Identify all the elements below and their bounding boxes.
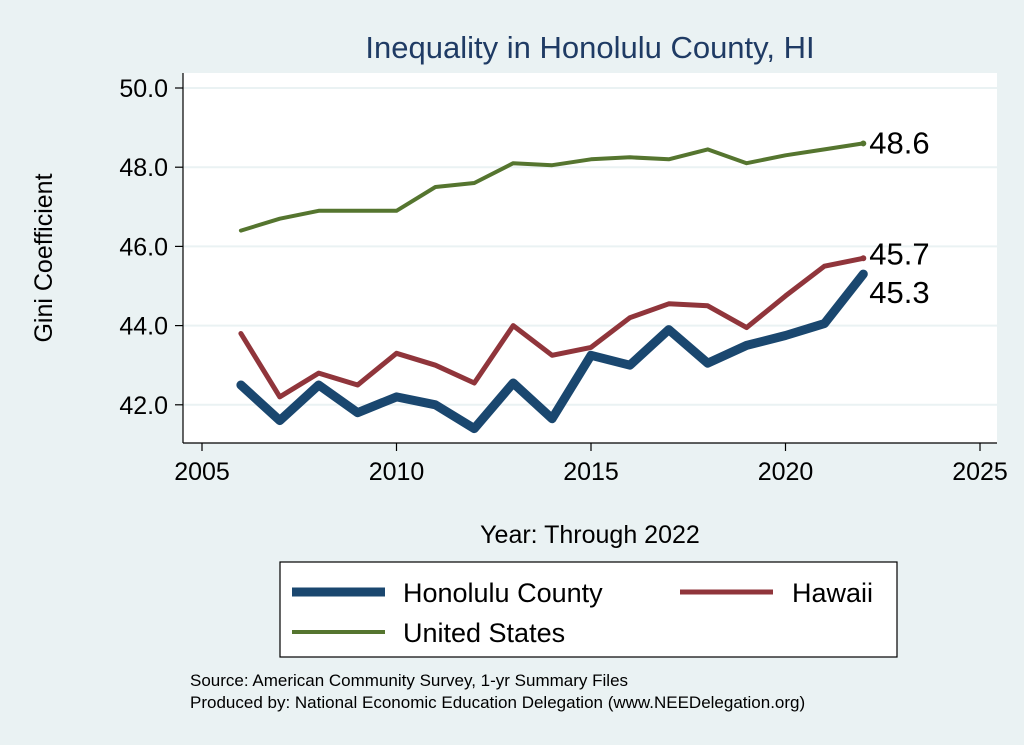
x-tick-label: 2015: [563, 458, 619, 486]
chart-title: Inequality in Honolulu County, HI: [365, 30, 814, 65]
series-line-hawaii: [238, 255, 866, 400]
end-value-label: 45.7: [869, 236, 929, 271]
y-tick-label: 50.0: [119, 75, 168, 103]
series-lines: [236, 140, 868, 434]
series-line-honolulu-county: [236, 269, 868, 434]
end-labels: 45.3 45.7 48.6: [869, 125, 929, 310]
y-tick-label: 44.0: [119, 313, 168, 341]
x-tick-label: 2025: [952, 458, 1008, 486]
legend-label: United States: [403, 618, 565, 648]
end-value-label: 45.3: [869, 275, 929, 310]
legend-label: Hawaii: [792, 578, 873, 608]
x-axis-ticks: 2005 2010 2015 2020 2025: [174, 443, 1008, 486]
x-tick-label: 2005: [174, 458, 230, 486]
legend-box: [279, 561, 898, 658]
x-tick-label: 2010: [369, 458, 425, 486]
producer-note: Produced by: National Economic Education…: [190, 693, 805, 712]
series-end-point: [860, 140, 867, 147]
legend-label: Honolulu County: [403, 578, 603, 608]
series-end-point: [860, 255, 867, 262]
series-line-united-states: [238, 141, 866, 233]
y-axis-label: Gini Coefficient: [30, 173, 58, 342]
source-note: Source: American Community Survey, 1-yr …: [190, 671, 628, 690]
y-tick-label: 48.0: [119, 154, 168, 182]
y-tick-label: 46.0: [119, 233, 168, 261]
end-value-label: 48.6: [869, 125, 929, 160]
y-axis-ticks: 42.0 44.0 46.0 48.0 50.0: [119, 75, 183, 420]
legend: Honolulu County Hawaii United States: [292, 578, 873, 648]
gridlines: [183, 87, 997, 406]
series-end-point: [860, 271, 867, 278]
x-axis-label: Year: Through 2022: [480, 521, 700, 549]
x-tick-label: 2020: [758, 458, 814, 486]
y-tick-label: 42.0: [119, 392, 168, 420]
